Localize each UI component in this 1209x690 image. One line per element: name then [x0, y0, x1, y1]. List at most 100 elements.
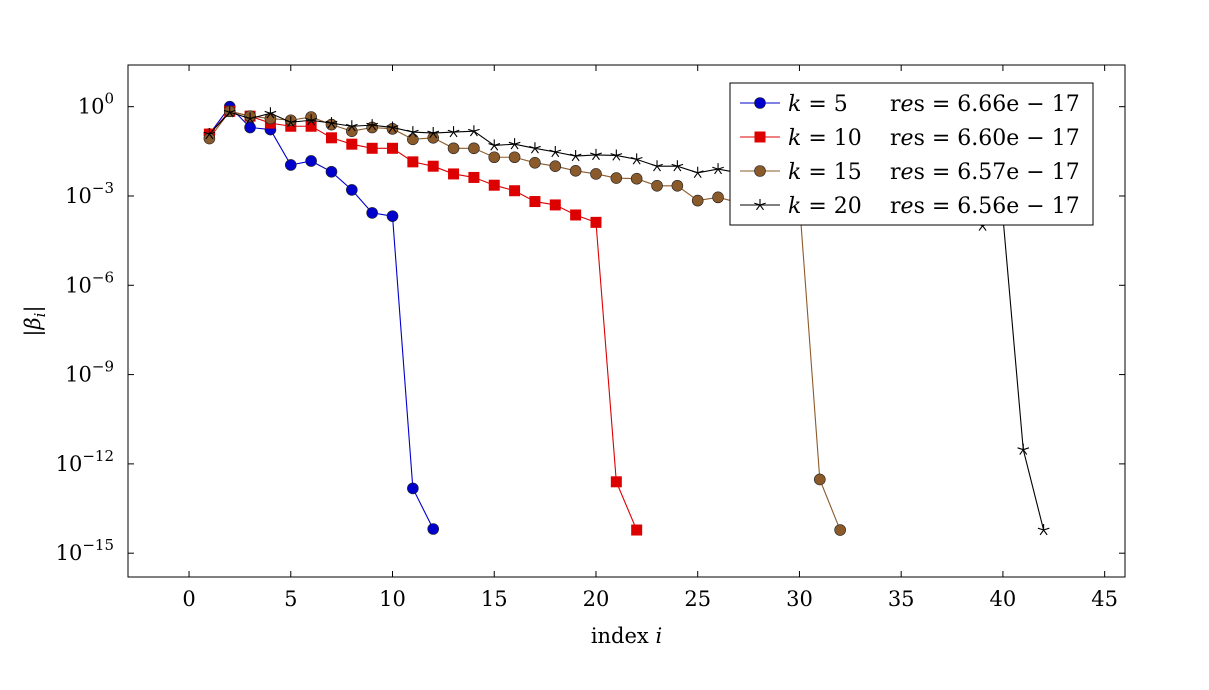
x-tick-label: 20: [583, 587, 610, 611]
data-point: [325, 132, 337, 144]
y-tick-label: 10−15: [56, 536, 114, 565]
legend-swatch-marker: [754, 131, 766, 143]
data-point: [1017, 443, 1030, 455]
data-point: [447, 126, 460, 138]
data-point: [448, 168, 460, 180]
legend-label: k = 5: [788, 92, 848, 117]
x-tick-label: 45: [1091, 587, 1118, 611]
data-point: [651, 160, 663, 172]
data-point: [427, 523, 440, 535]
data-point: [346, 138, 358, 150]
data-point: [610, 149, 623, 161]
data-point: [691, 166, 704, 178]
data-point: [387, 142, 399, 154]
data-point: [244, 121, 256, 134]
data-point: [671, 160, 684, 172]
data-point: [284, 159, 297, 171]
data-point: [509, 185, 521, 197]
data-point: [244, 112, 256, 124]
data-point: [651, 179, 663, 192]
data-point: [406, 126, 419, 138]
data-point: [813, 473, 826, 486]
data-point: [203, 128, 216, 140]
data-point: [427, 127, 440, 139]
data-point: [366, 142, 378, 154]
x-tick-label: 15: [481, 587, 508, 611]
data-point: [631, 524, 643, 536]
data-point: [427, 160, 439, 172]
data-point: [346, 125, 358, 138]
data-point: [834, 524, 846, 536]
data-point: [529, 196, 541, 208]
data-point: [407, 133, 419, 146]
data-point: [549, 199, 561, 211]
data-point: [488, 151, 501, 164]
legend-res: res = 6.57e − 17: [890, 160, 1080, 185]
legend-swatch-marker: [754, 199, 766, 211]
legend-label: k = 15: [788, 160, 862, 185]
data-point: [223, 106, 236, 118]
data-point: [508, 138, 521, 150]
data-point: [305, 155, 317, 167]
data-point: [691, 194, 704, 207]
legend-res: res = 6.66e − 17: [890, 92, 1080, 117]
data-point: [508, 151, 521, 164]
data-point: [346, 184, 358, 196]
data-point: [529, 142, 541, 154]
data-point: [569, 165, 582, 177]
data-point: [366, 119, 379, 131]
data-point: [468, 125, 480, 137]
data-point: [325, 165, 338, 178]
x-tick-label: 25: [684, 587, 711, 611]
legend-label: k = 20: [788, 194, 862, 219]
data-point: [712, 163, 724, 175]
data-point: [305, 120, 317, 132]
legend-label: k = 10: [788, 126, 862, 151]
legend-swatch-marker: [754, 165, 766, 177]
data-point: [325, 117, 338, 129]
data-point: [366, 207, 378, 219]
y-tick-label: 100: [78, 90, 114, 119]
legend: k = 5 res = 6.66e − 17 k = 10 res = 6.60e −…: [729, 82, 1094, 226]
data-point: [671, 179, 684, 192]
data-point: [610, 172, 623, 184]
data-point: [468, 171, 480, 183]
data-point: [407, 156, 419, 168]
data-point: [386, 210, 399, 222]
data-point: [386, 121, 399, 133]
x-tick-label: 30: [786, 587, 813, 611]
x-tick-label: 0: [182, 587, 195, 611]
y-tick-label: 10−6: [65, 268, 114, 297]
y-tick-label: 10−3: [65, 179, 114, 208]
series-line: [208, 110, 638, 531]
data-point: [305, 114, 318, 126]
data-point: [549, 160, 562, 173]
data-point: [285, 120, 297, 132]
x-axis-label: index i: [591, 624, 662, 648]
data-point: [610, 476, 622, 488]
data-point: [284, 116, 297, 128]
series-1: [203, 100, 440, 535]
data-point: [712, 191, 724, 204]
legend-box: [729, 82, 1094, 226]
data-point: [590, 168, 602, 180]
data-point: [630, 172, 643, 185]
y-tick-label: 10−12: [56, 447, 114, 476]
data-point: [488, 139, 501, 151]
data-point: [468, 142, 480, 155]
x-tick-label: 35: [888, 587, 915, 611]
data-point: [1037, 524, 1050, 536]
data-point: [407, 482, 419, 495]
legend-res: res = 6.60e − 17: [890, 126, 1080, 151]
data-point: [488, 179, 500, 191]
data-point: [570, 209, 582, 221]
data-point: [264, 107, 277, 119]
data-point: [447, 142, 460, 155]
x-tick-label: 5: [284, 587, 297, 611]
y-tick-label: 10−9: [65, 358, 114, 387]
ticks-layer: 0 5 10 15 20 25 30 35 40 45 100 10−3 10−6 10−9 10−12 10…: [56, 65, 1125, 611]
data-point: [590, 148, 602, 161]
data-point: [529, 157, 541, 169]
data-point: [590, 216, 602, 228]
